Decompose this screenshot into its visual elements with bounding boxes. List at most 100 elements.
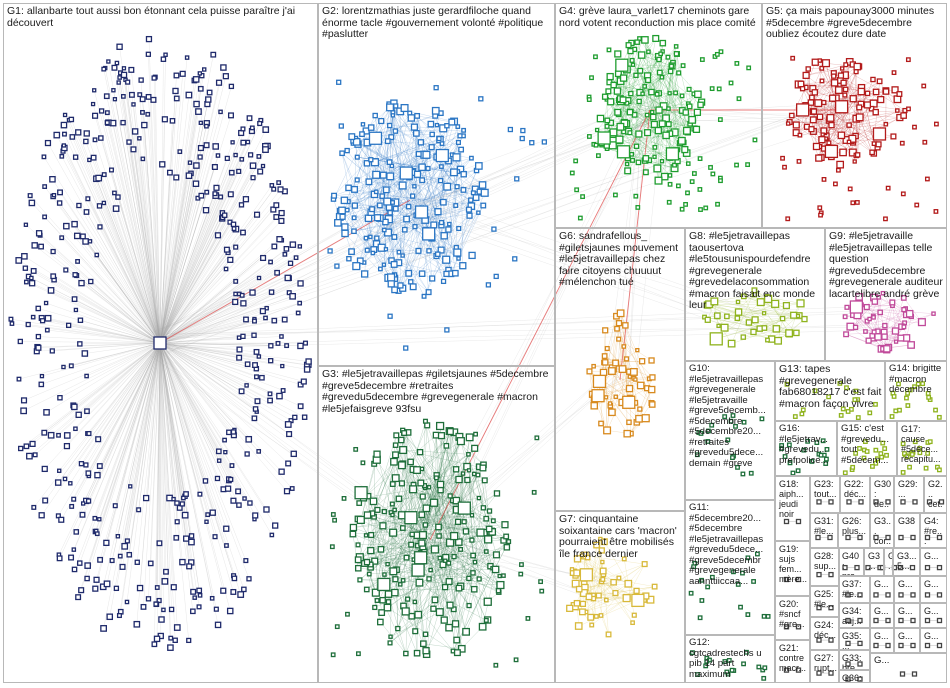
network-node (491, 226, 497, 232)
network-node (599, 567, 607, 575)
network-node (636, 381, 645, 390)
network-node (97, 556, 104, 563)
network-node (334, 624, 340, 630)
network-node (596, 153, 601, 159)
network-node (393, 432, 400, 439)
network-node (275, 340, 281, 346)
network-node (197, 144, 204, 152)
network-node (422, 418, 428, 424)
network-node (243, 316, 249, 323)
network-node (659, 102, 668, 111)
network-node (585, 593, 593, 601)
network-node (826, 394, 832, 400)
network-node (673, 90, 679, 96)
group-box-g25: G25: #le... (810, 586, 840, 617)
hub-node (622, 395, 636, 409)
network-node (385, 599, 392, 605)
network-node (437, 555, 443, 561)
network-node (933, 209, 939, 214)
network-node (616, 122, 625, 131)
network-node (577, 215, 583, 221)
group-label: G... (924, 631, 939, 641)
network-node (858, 499, 864, 505)
network-node (71, 403, 78, 411)
network-node (685, 190, 690, 196)
network-node (624, 579, 633, 588)
network-node (591, 363, 596, 369)
network-node (613, 394, 619, 400)
network-node (368, 234, 373, 240)
network-node (876, 78, 883, 85)
network-node (373, 214, 382, 222)
network-node (740, 471, 746, 477)
network-node (709, 86, 715, 92)
network-node (348, 248, 355, 255)
network-node (392, 128, 399, 134)
network-node (905, 403, 911, 408)
network-node (430, 605, 437, 612)
network-node (56, 200, 63, 206)
network-node (867, 410, 873, 416)
network-node (938, 499, 945, 505)
network-node (905, 390, 910, 396)
network-node (912, 499, 918, 505)
network-node (239, 156, 245, 162)
network-node (223, 266, 229, 272)
network-node (336, 79, 342, 85)
network-node (214, 232, 222, 239)
network-node (271, 317, 278, 324)
network-node (425, 289, 432, 296)
network-node (605, 631, 612, 638)
network-node (28, 280, 36, 287)
network-node (649, 109, 655, 115)
network-node (809, 459, 815, 464)
network-node (881, 333, 888, 340)
group-label: G9: #le5jetravaille #le5jetravaillepas t… (829, 230, 946, 300)
network-node (35, 305, 42, 312)
network-node (392, 442, 399, 448)
network-node (50, 248, 56, 255)
group-label: G20: #sncf #gre... (779, 599, 805, 629)
network-node (22, 265, 29, 271)
network-node (845, 534, 851, 541)
network-node (223, 450, 228, 455)
network-node (141, 121, 148, 129)
network-node (68, 363, 74, 369)
network-node (586, 368, 593, 375)
network-node (458, 546, 464, 552)
network-node (44, 327, 50, 333)
network-node (240, 229, 246, 236)
network-node (586, 97, 592, 102)
network-node (828, 637, 834, 643)
network-node (23, 443, 30, 450)
network-node (244, 361, 251, 368)
network-node (648, 401, 656, 408)
network-node (840, 79, 847, 86)
network-node (197, 71, 203, 76)
network-node (624, 161, 630, 167)
network-node (612, 589, 619, 597)
network-node (885, 592, 891, 598)
network-node (610, 578, 617, 586)
network-node (183, 491, 189, 497)
group-label: G28: sup... (814, 551, 837, 571)
network-node (783, 624, 790, 630)
group-box-g20: G20: #sncf #gre... (775, 596, 810, 640)
network-node (410, 193, 416, 199)
group-label: G14: brigitte #macron décembre (889, 363, 944, 395)
network-node (75, 594, 82, 601)
network-node (843, 331, 850, 338)
network-node (828, 571, 834, 578)
group-label: G6: sandrafellous_ #giletsjaunes mouveme… (559, 230, 681, 288)
group-box-g35: G35: ... (838, 628, 870, 650)
network-node (569, 567, 575, 572)
network-node (25, 321, 31, 328)
group-box-g41: G4: #re... (920, 513, 947, 548)
network-node (815, 534, 821, 541)
network-node (633, 143, 640, 150)
network-node (68, 116, 75, 123)
network-node (774, 336, 783, 345)
group-label: G... (874, 631, 889, 641)
network-node (392, 576, 399, 583)
network-node (598, 547, 605, 554)
